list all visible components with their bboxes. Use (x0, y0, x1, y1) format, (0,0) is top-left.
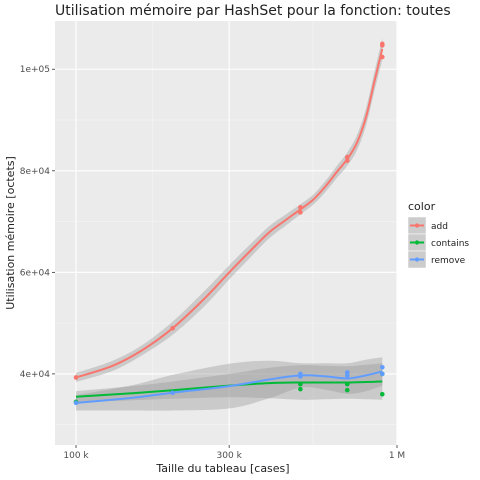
y-tick-label: 4e+04 (20, 370, 51, 380)
data-point-add (380, 54, 385, 60)
data-point-contains (298, 386, 303, 392)
data-point-add (298, 210, 303, 215)
data-point-add (73, 375, 79, 380)
smooth-line-contains (75, 380, 383, 398)
data-point-add (170, 325, 175, 331)
data-point-add (344, 158, 350, 163)
data-point-add (344, 154, 350, 160)
legend-key-point-contains (414, 240, 420, 245)
x-axis-title: Taille du tableau [cases] (155, 462, 289, 475)
smooth-line-add (75, 48, 384, 379)
legend-key-point-add (414, 223, 420, 228)
legend-label-contains: contains (431, 239, 469, 249)
legend-title: color (408, 200, 436, 213)
data-point-contains (344, 387, 350, 393)
data-point-remove (170, 390, 175, 395)
x-tick-label: 300 k (217, 451, 243, 461)
data-point-remove (380, 371, 385, 377)
data-point-contains (380, 391, 385, 397)
data-point-remove (380, 365, 385, 370)
legend-label-remove: remove (431, 256, 466, 266)
y-tick-label: 6e+04 (20, 268, 51, 278)
x-tick-label: 100 k (63, 451, 89, 461)
confidence-band-remove (76, 357, 383, 411)
y-axis-title: Utilisation mémoire [octets] (4, 156, 17, 310)
x-tick-label: 1 M (389, 451, 405, 461)
chart-title: Utilisation mémoire par HashSet pour la … (55, 3, 451, 19)
data-point-add (298, 205, 303, 210)
smooth-line-remove (75, 370, 383, 404)
legend-label-add: add (431, 222, 448, 232)
data-point-add (380, 41, 385, 47)
data-point-contains (344, 381, 350, 387)
data-point-contains (298, 381, 303, 387)
data-point-remove (344, 370, 350, 375)
data-point-remove (298, 371, 303, 377)
legend: color add contains remove (407, 200, 469, 269)
legend-key-point-remove (414, 257, 420, 262)
data-point-remove (73, 400, 79, 406)
y-tick-label: 8e+04 (20, 167, 51, 177)
y-tick-label: 1e+05 (20, 65, 50, 75)
